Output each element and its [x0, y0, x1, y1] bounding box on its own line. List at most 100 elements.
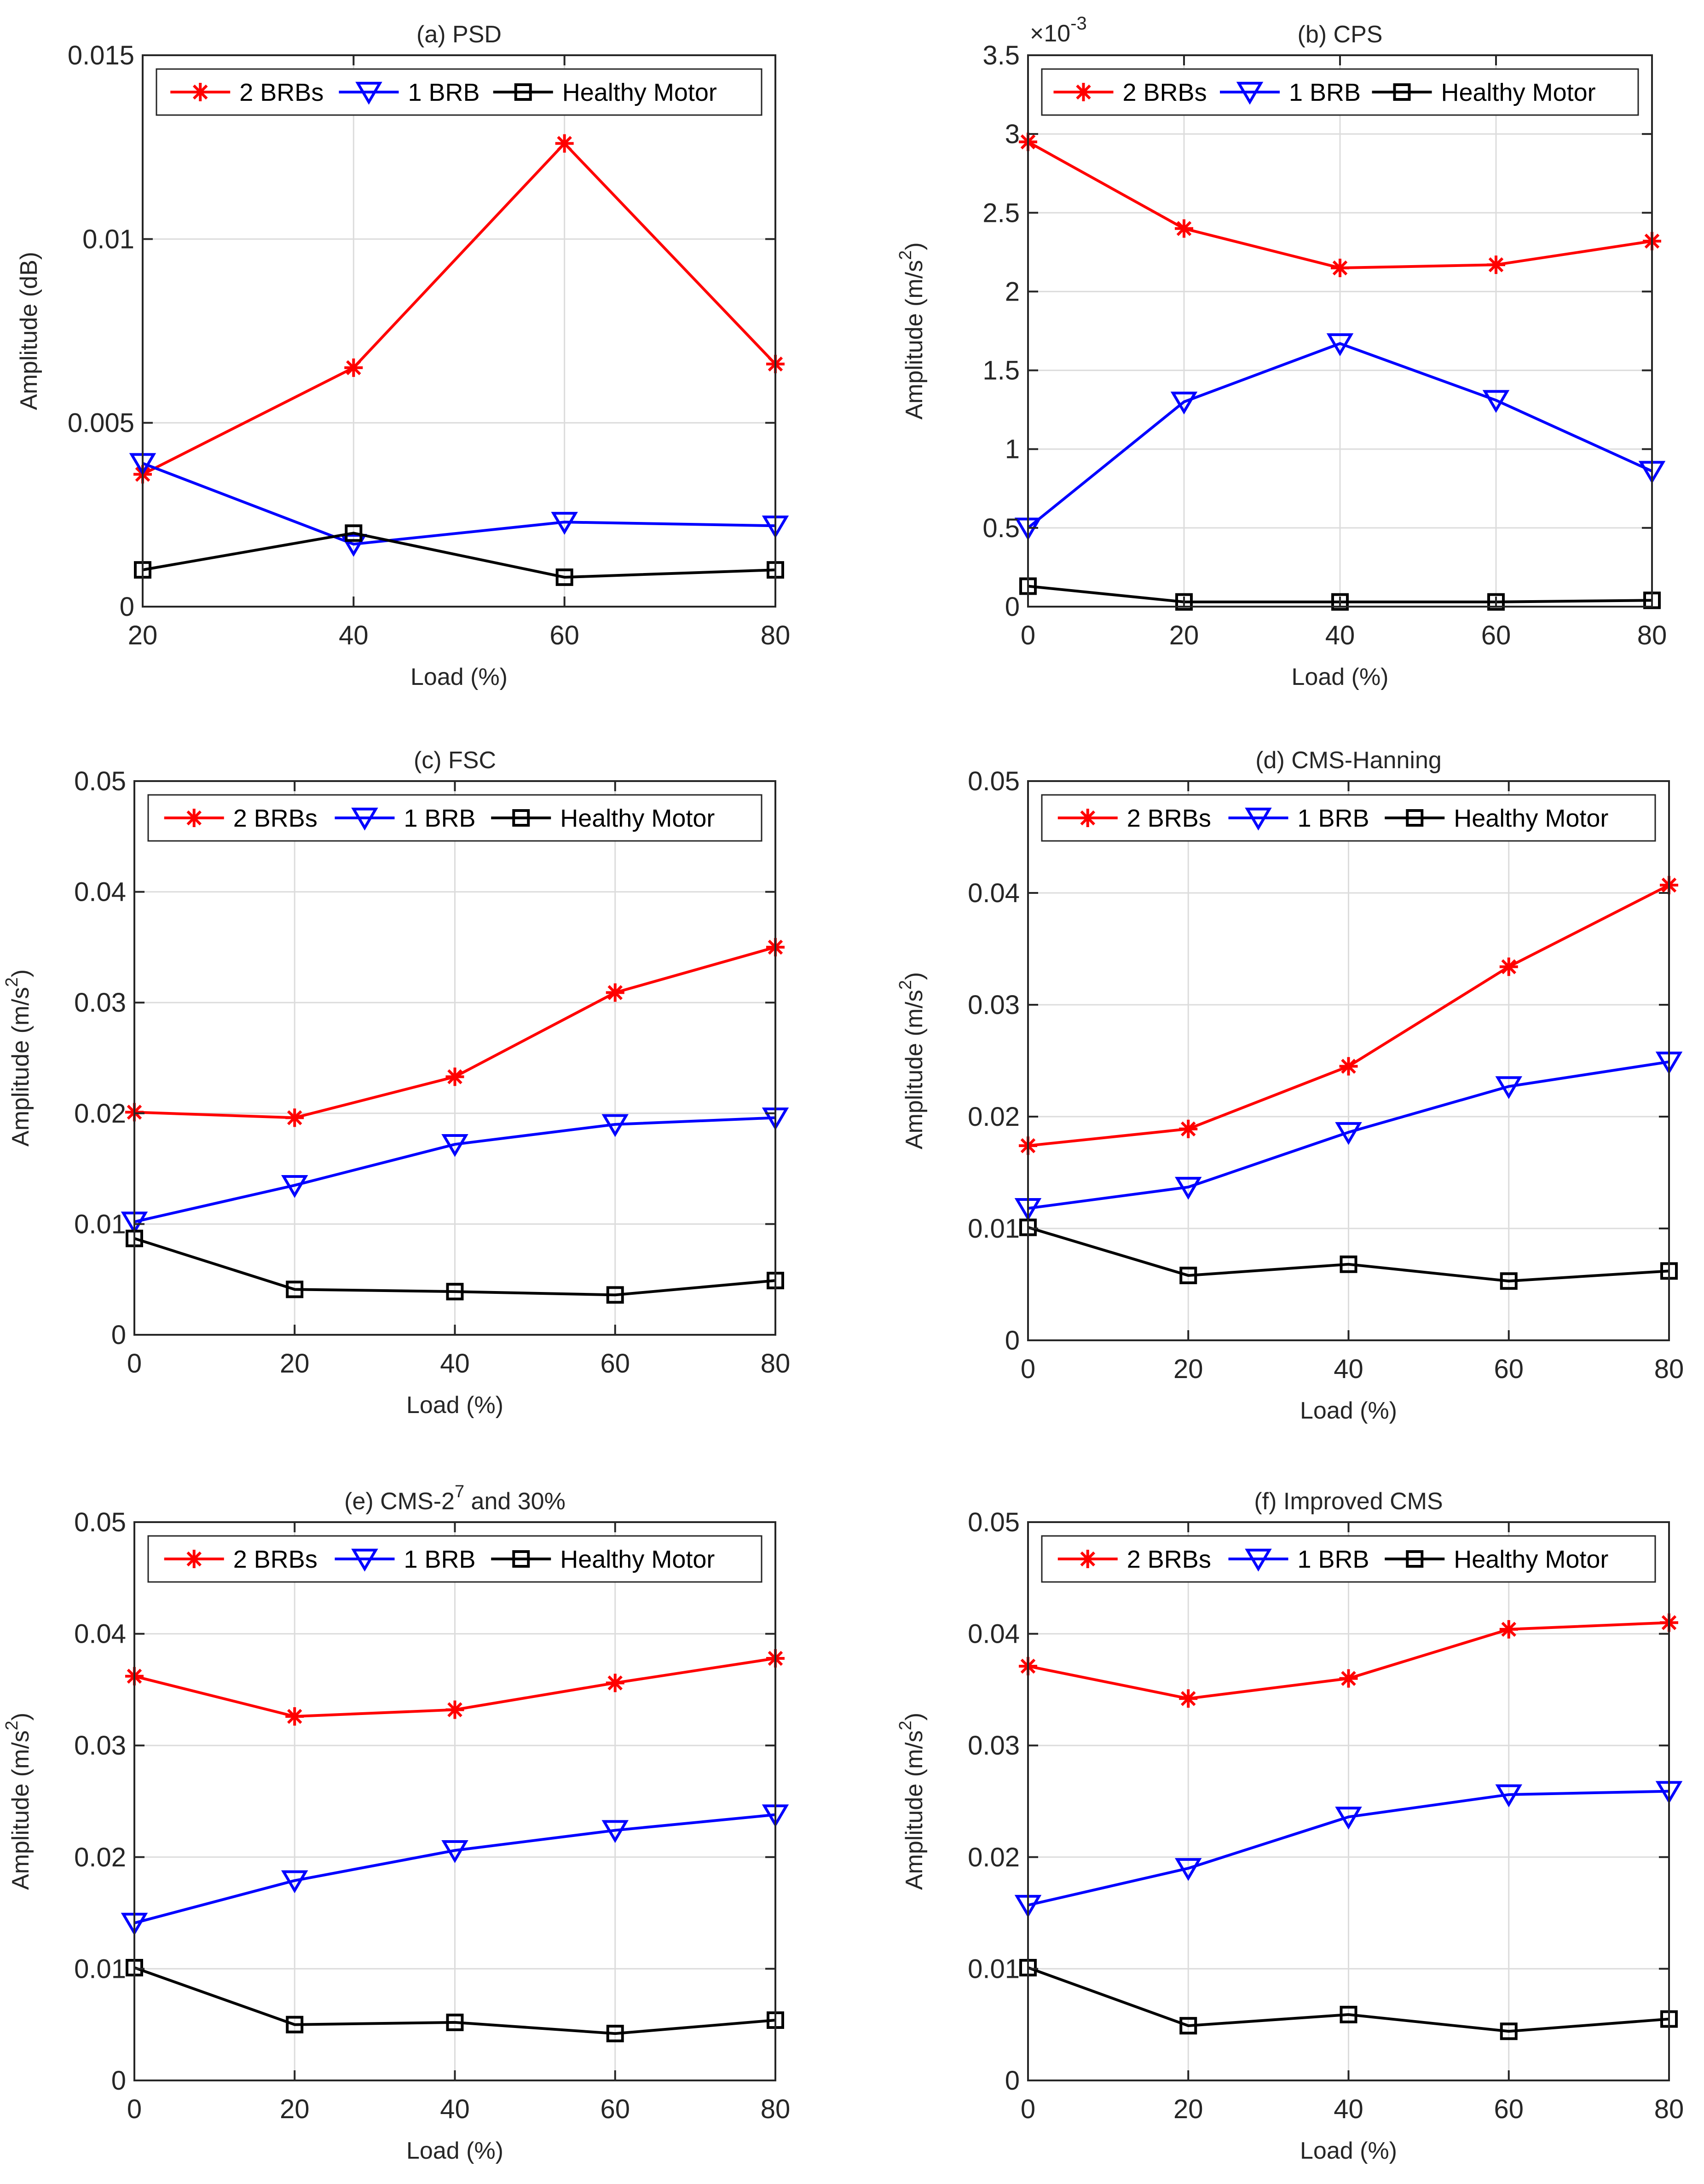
title-main-e: (e) CMS-2: [344, 1488, 455, 1515]
point-f-0-1: [1179, 1689, 1198, 1708]
ylabel-end-e: ): [7, 1713, 34, 1721]
point-d-0-2: [1339, 1057, 1358, 1076]
legend-label-c-0: 2 BRBs: [233, 805, 318, 832]
ylabel-sup-e: 2: [2, 1721, 22, 1730]
point-f-2-3: [1500, 2022, 1518, 2040]
legend-label-e-2: Healthy Motor: [560, 1546, 715, 1573]
ylabel-sup-c: 2: [2, 977, 22, 987]
y-tick-label-b-2: 1: [1005, 434, 1020, 464]
legend-marker-c-0: [185, 809, 203, 827]
x-tick-label-f-3: 60: [1494, 2094, 1524, 2124]
x-tick-label-d-3: 60: [1494, 1354, 1524, 1384]
x-tick-label-b-4: 80: [1637, 620, 1667, 650]
x-tick-label-b-3: 60: [1481, 620, 1511, 650]
x-axis-label-a: Load (%): [410, 664, 508, 690]
x-tick-label-f-0: 0: [1021, 2094, 1035, 2124]
point-b-0-1: [1175, 219, 1193, 238]
x-tick-label-d-0: 0: [1021, 1354, 1035, 1384]
y-tick-label-f-3: 0.03: [968, 1731, 1020, 1761]
point-e-2-3: [606, 2025, 624, 2043]
legend-marker-d-0: [1078, 809, 1097, 827]
point-d-0-3: [1499, 957, 1518, 976]
x-axis-label-c: Load (%): [406, 1392, 503, 1419]
y-tick-label-d-2: 0.02: [968, 1102, 1020, 1132]
point-c-2-2: [446, 1283, 464, 1301]
panel-f: 0 20 40 60 80 0 0.01 0.02 0.03 0.04 0.05 (f) Improv…: [896, 1488, 1684, 2164]
point-e-1-1: [281, 1870, 308, 1894]
point-f-2-2: [1340, 2005, 1357, 2023]
panel-c: 0 20 40 60 80 0 0.01 0.02 0.03 0.04 0.05 (c) FSC Loa…: [2, 747, 790, 1419]
point-a-2-2: [555, 568, 573, 586]
y-tick-label-e-5: 0.05: [74, 1507, 126, 1537]
point-a-1-2: [551, 512, 578, 535]
grid-d: [1028, 781, 1669, 1340]
panel-e: 0 20 40 60 80 0 0.01 0.02 0.03 0.04 0.05 (e) CMS-27…: [2, 1482, 790, 2164]
legend-label-b-1: 1 BRB: [1289, 79, 1361, 106]
chart-title-e: (e) CMS-27 and 30%: [344, 1482, 566, 1515]
y-tick-label-f-0: 0: [1005, 2066, 1020, 2096]
y-tick-label-b-0: 0: [1005, 592, 1020, 622]
grid-b: [1028, 55, 1652, 607]
chart-title-d: (d) CMS-Hanning: [1255, 747, 1442, 774]
panel-b: 0 20 40 60 80 0 0.5 1 1.5 2 2.5 3 3.5 (b) CPS Load (%)…: [896, 13, 1667, 690]
x-tick-label-c-0: 0: [127, 1349, 142, 1379]
ylabel-sup-b: 2: [896, 250, 915, 260]
legend-b: 2 BRBs 1 BRB Healthy Motor: [1041, 68, 1639, 116]
y-tick-label-b-3: 1.5: [982, 356, 1020, 386]
series-line-d-2: [1028, 1226, 1669, 1283]
legend-c: 2 BRBs 1 BRB Healthy Motor: [147, 794, 762, 842]
title-sup-e: 7: [455, 1482, 464, 1501]
legend-marker-b-0: [1074, 83, 1093, 101]
y-tick-label-a-0: 0: [120, 592, 134, 622]
legend-e: 2 BRBs 1 BRB Healthy Motor: [147, 1535, 762, 1583]
chart-title-f: (f) Improved CMS: [1254, 1488, 1443, 1515]
y-tick-label-a-3: 0.015: [68, 41, 134, 70]
point-d-1-2: [1335, 1122, 1362, 1145]
legend-a: 2 BRBs 1 BRB Healthy Motor: [156, 68, 762, 116]
legend-marker-e-1: [351, 1548, 378, 1572]
point-a-1-1: [340, 534, 367, 557]
x-tick-label-d-1: 20: [1173, 1354, 1203, 1384]
x-tick-label-b-2: 40: [1325, 620, 1355, 650]
ylabel-main-d: Amplitude (m/s: [901, 990, 928, 1149]
y-tick-label-d-5: 0.05: [968, 766, 1020, 796]
legend-label-f-1: 1 BRB: [1298, 1546, 1369, 1573]
point-b-2-1: [1175, 593, 1193, 611]
legend-marker-b-1: [1236, 81, 1264, 105]
legend-label-f-2: Healthy Motor: [1454, 1546, 1608, 1573]
legend-label-a-0: 2 BRBs: [239, 79, 323, 106]
series-line-f-2: [1027, 1966, 1669, 2033]
legend-marker-a-1: [355, 81, 382, 105]
legend-label-d-0: 2 BRBs: [1127, 805, 1211, 832]
point-c-0-1: [285, 1108, 304, 1127]
legend-box-b: [1041, 68, 1639, 116]
point-a-0-1: [344, 358, 363, 377]
legend-marker-e-2: [512, 1550, 530, 1568]
plot-area-a: [143, 55, 775, 607]
legend-label-b-0: 2 BRBs: [1123, 79, 1207, 106]
x-tick-label-e-1: 20: [280, 2094, 310, 2124]
series-f-0: [1019, 1613, 1678, 1708]
legend-marker-f-0: [1078, 1550, 1097, 1568]
point-c-2-1: [286, 1280, 304, 1298]
chart-title-a: (a) PSD: [416, 21, 502, 48]
point-d-2-2: [1340, 1255, 1357, 1273]
series-d-1: [1014, 1051, 1683, 1221]
title-end-e: and 30%: [464, 1488, 566, 1515]
legend-marker-c-1: [351, 807, 378, 831]
point-c-0-3: [606, 983, 624, 1002]
series-c-2: [126, 1229, 784, 1304]
y-tick-label-a-1: 0.005: [68, 408, 134, 438]
ylabel-end-b: ): [901, 242, 928, 250]
x-tick-label-f-4: 80: [1654, 2094, 1684, 2124]
chart-title-c: (c) FSC: [414, 747, 496, 774]
legend-box-f: [1041, 1535, 1656, 1583]
y-tick-label-c-0: 0: [111, 1320, 126, 1350]
legend-label-c-1: 1 BRB: [404, 805, 476, 832]
legend-marker-a-0: [191, 83, 210, 101]
x-tick-label-d-4: 80: [1654, 1354, 1684, 1384]
x-tick-label-c-2: 40: [440, 1349, 470, 1379]
ylabel-main-f: Amplitude (m/s: [901, 1730, 928, 1890]
y-tick-label-e-0: 0: [111, 2066, 126, 2096]
